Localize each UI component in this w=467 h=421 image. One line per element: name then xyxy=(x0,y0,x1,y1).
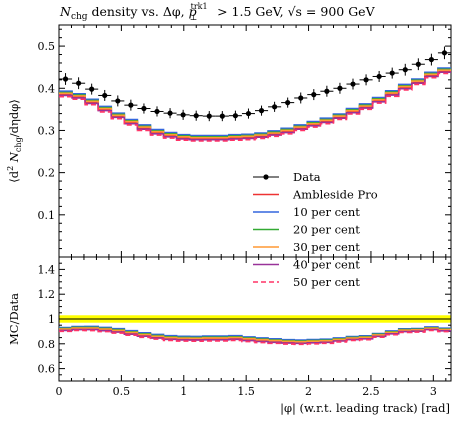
data-point xyxy=(193,113,199,119)
data-point xyxy=(258,108,265,114)
x-tick-label: 2 xyxy=(305,385,312,398)
ratio-series-group xyxy=(59,325,451,346)
data-point xyxy=(232,113,238,119)
main-y-axis: 0.1 0.2 0.3 0.4 0.5 xyxy=(38,28,451,250)
ratio-line-30-per-cent xyxy=(59,327,451,343)
chart-title: Nchg density vs. Δφ, ptrk1 ⊥ > 1.5 GeV, √… xyxy=(59,2,376,22)
data-point xyxy=(89,86,95,92)
main-plot-frame xyxy=(58,24,452,258)
ratio-line-50-per-cent xyxy=(59,329,451,346)
legend-label-ambleside-pro: Ambleside Pro xyxy=(292,188,378,202)
ratio-tick-label: 0.6 xyxy=(38,363,56,376)
ratio-tick-label: 1 xyxy=(48,313,55,326)
ratio-y-axis-label: MC/Data xyxy=(7,293,21,345)
data-point xyxy=(363,77,369,83)
data-point xyxy=(337,85,343,91)
y-axis-label: ⟨d2 Nchg/dηdφ⟩ xyxy=(6,99,23,182)
legend-label-10-per-cent: 10 per cent xyxy=(293,205,360,219)
data-point xyxy=(180,112,186,118)
y-tick-label: 0.4 xyxy=(38,82,56,95)
legend-label-data: Data xyxy=(293,170,321,184)
y-tick-label: 0.1 xyxy=(38,209,56,222)
x-tick-label: 2.5 xyxy=(362,385,380,398)
x-axis-label: |φ| (w.r.t. leading track) [rad] xyxy=(280,401,450,416)
data-point xyxy=(154,108,160,115)
legend-label-30-per-cent: 30 per cent xyxy=(293,240,360,254)
legend-label-50-per-cent: 50 per cent xyxy=(293,275,360,289)
legend-label-20-per-cent: 20 per cent xyxy=(293,223,360,237)
legend-label-40-per-cent: 40 per cent xyxy=(293,258,360,272)
ratio-tick-label: 1.4 xyxy=(38,263,56,276)
ratio-y-axis: 0.6 0.8 1 1.2 1.4 xyxy=(38,262,451,376)
data-point xyxy=(285,100,291,106)
data-point xyxy=(62,76,69,82)
y-tick-label: 0.3 xyxy=(38,124,56,137)
x-tick-label: 3 xyxy=(430,385,437,398)
data-points-group xyxy=(59,46,451,122)
x-tick-label: 1.5 xyxy=(237,385,255,398)
data-point xyxy=(219,113,225,119)
x-axis: 0 0.5 1 1.5 2 2.5 3 xyxy=(56,25,447,398)
legend: Data Ambleside Pro 10 per cent 20 per cent 3… xyxy=(253,170,378,289)
data-point xyxy=(76,80,82,86)
legend-marker-data xyxy=(263,174,269,180)
y-tick-label: 0.5 xyxy=(38,40,56,53)
data-point xyxy=(298,95,304,101)
data-point xyxy=(415,61,421,67)
data-point xyxy=(441,50,448,56)
main-series-group xyxy=(59,67,451,142)
x-tick-label: 0.5 xyxy=(113,385,131,398)
data-point xyxy=(102,92,108,99)
data-point xyxy=(206,113,212,119)
ratio-tick-label: 0.8 xyxy=(38,338,56,351)
y-tick-label: 0.2 xyxy=(38,167,56,180)
data-point xyxy=(311,92,317,98)
data-point xyxy=(402,67,408,73)
series-line-50-per-cent xyxy=(59,72,451,142)
data-point xyxy=(376,73,382,80)
x-tick-label: 1 xyxy=(180,385,187,398)
data-point xyxy=(167,110,173,116)
x-tick-label: 0 xyxy=(56,385,63,398)
data-point xyxy=(272,104,278,110)
data-point xyxy=(245,110,252,117)
data-point xyxy=(324,88,330,94)
data-point xyxy=(128,102,134,108)
data-point xyxy=(350,81,356,87)
data-point xyxy=(428,56,434,63)
ratio-tick-label: 1.2 xyxy=(38,288,56,301)
data-point xyxy=(141,105,147,112)
data-point xyxy=(389,70,395,76)
data-point xyxy=(115,98,121,104)
